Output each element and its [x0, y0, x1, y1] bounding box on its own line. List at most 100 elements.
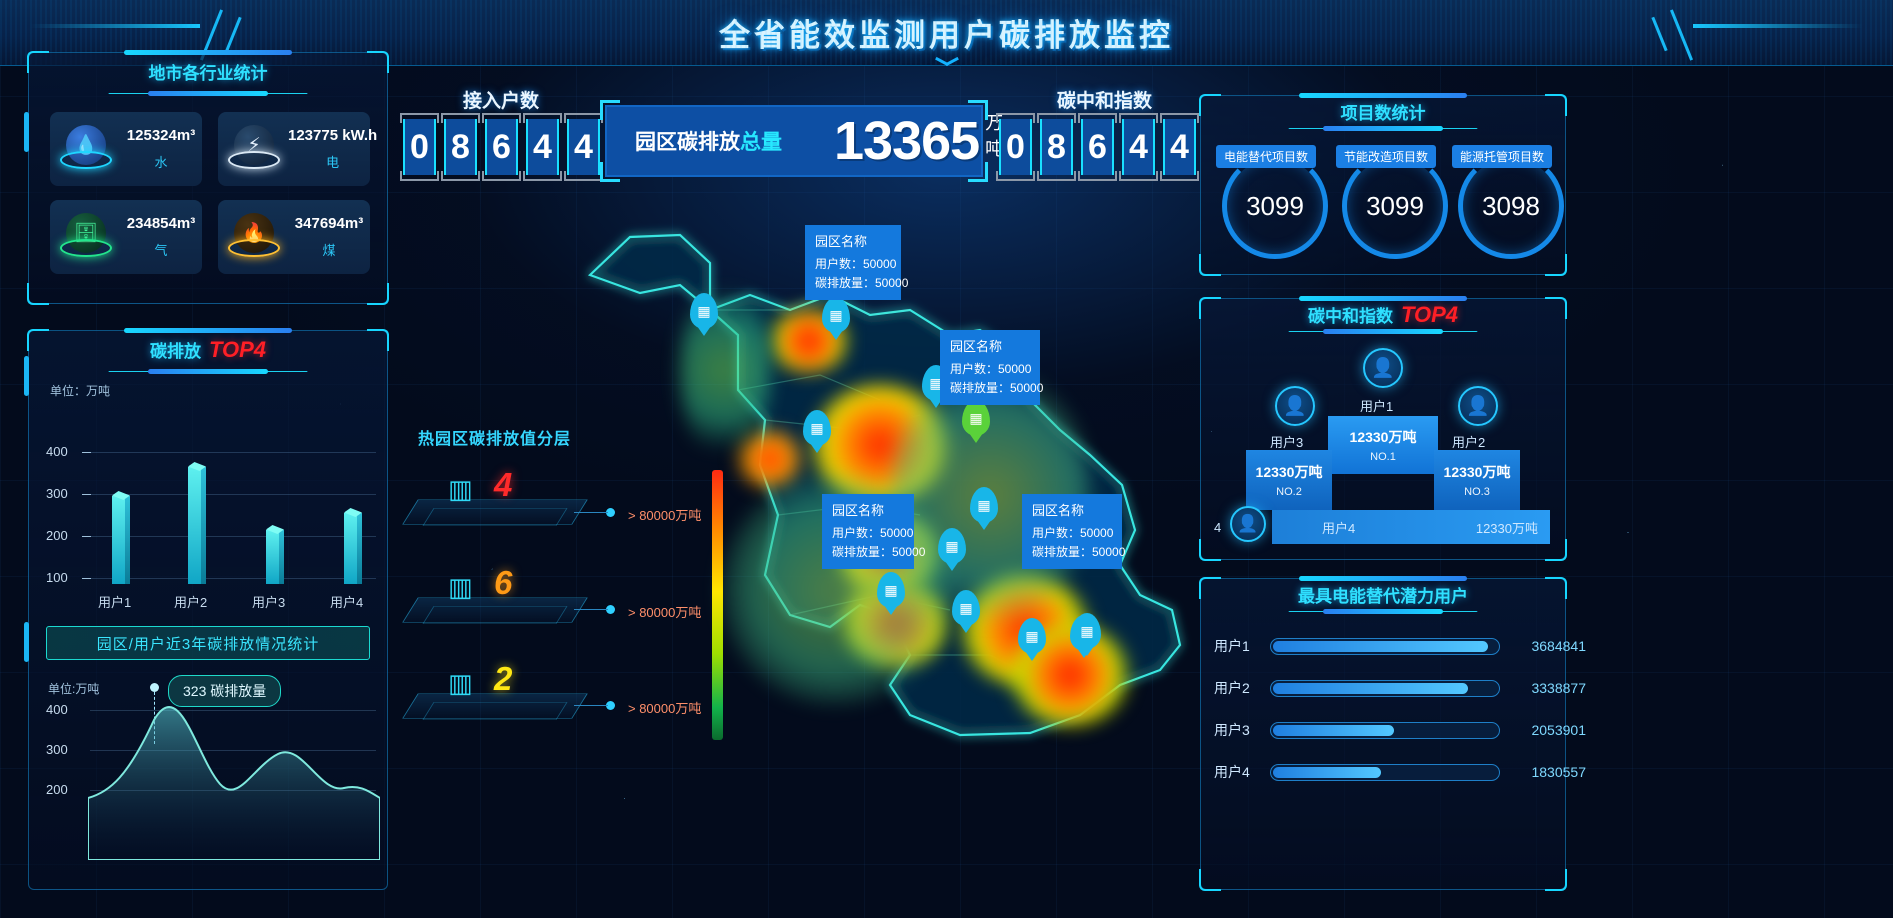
- province-heatmap[interactable]: ▦ ▦ ▦ ▦ ▦ ▦ ▦ ▦ ▦ ▦ ▦ ▦: [560, 215, 1240, 775]
- gridline-400: [90, 452, 376, 453]
- corner-br: [367, 283, 389, 305]
- building-icon: ▥: [448, 474, 473, 504]
- digit: 0: [400, 113, 439, 181]
- avatar[interactable]: 👤: [1230, 506, 1266, 542]
- podium-rank1[interactable]: 12330万吨 NO.1: [1328, 416, 1438, 474]
- bar-user1[interactable]: [112, 491, 130, 584]
- digit: 0: [996, 113, 1035, 181]
- map-marker[interactable]: ▦: [1018, 618, 1046, 654]
- digit: 4: [1160, 113, 1199, 181]
- heat-layer-orange[interactable]: ▥ 6: [402, 564, 588, 634]
- heat-layers-title: 热园区碳排放值分层: [418, 431, 572, 448]
- industry-card-water[interactable]: 💧 125324m³ 水: [50, 112, 202, 186]
- industry-card-electricity[interactable]: ⚡ 123775 kW.h 电: [218, 112, 377, 186]
- building-icon: ▥: [448, 572, 473, 602]
- rank4-row[interactable]: 用户4 12330万吨: [1272, 510, 1550, 544]
- edge-tab: [24, 112, 29, 152]
- layer-connector-line: [574, 705, 608, 706]
- potential-user-value: 3338877: [1531, 680, 1586, 696]
- corner-tr: [367, 329, 389, 351]
- map-info-card[interactable]: 园区名称 用户数：50000 碳排放量：50000: [1022, 494, 1125, 570]
- gauge-label: 能源托管项目数: [1452, 145, 1553, 168]
- gauge-value: 3099: [1366, 190, 1424, 221]
- header-slash-left-1: [199, 8, 254, 61]
- podium-rank3[interactable]: 12330万吨 NO.2: [1246, 450, 1332, 510]
- layer-connector-dot: [606, 701, 615, 710]
- podium-rank2[interactable]: 12330万吨 NO.3: [1434, 450, 1520, 510]
- layer-threshold: > 80000万吨: [628, 605, 702, 620]
- potential-user-bar: [1270, 637, 1500, 655]
- map-card-users: 用户数：50000: [815, 256, 897, 271]
- digit: 4: [1119, 113, 1158, 181]
- avatar[interactable]: 👤: [1275, 386, 1315, 426]
- three-year-stats-button[interactable]: 园区/用户近3年碳排放情况统计: [46, 626, 370, 660]
- podium-name-2: 用户2: [1452, 435, 1486, 450]
- map-info-card[interactable]: 园区名称 用户数：50000 碳排放量：50000: [822, 494, 925, 570]
- bar-user4[interactable]: [344, 508, 362, 584]
- bar-user3[interactable]: [266, 525, 284, 584]
- page-title: 全省能效监测用户碳排放监控: [719, 18, 1174, 53]
- avatar[interactable]: 👤: [1458, 386, 1498, 426]
- bar-user2[interactable]: [188, 462, 206, 584]
- header-slash-right-1: [1639, 8, 1694, 61]
- map-marker[interactable]: ▦: [938, 528, 966, 564]
- corner-tr: [1545, 94, 1567, 116]
- industry-value: 347694m³: [294, 215, 364, 232]
- gauge-label: 节能改造项目数: [1336, 145, 1437, 168]
- total-emission-label: 园区碳排放总量: [635, 126, 782, 156]
- industry-value: 125324m³: [126, 127, 196, 144]
- potential-panel-title: 最具电能替代潜力用户: [1298, 587, 1468, 606]
- chevron-down-icon: [935, 60, 959, 72]
- industry-label: 水: [154, 155, 168, 170]
- gauge-electric-substitution[interactable]: 3099: [1222, 153, 1328, 259]
- gas-canister-icon: 🗄: [58, 209, 114, 265]
- flame-icon: 🔥: [226, 209, 282, 265]
- potential-user-row[interactable]: 用户3 2053901: [1214, 720, 1586, 740]
- potential-user-row[interactable]: 用户1 3684841: [1214, 636, 1586, 656]
- heat-layer-red[interactable]: ▥ 4: [402, 466, 588, 536]
- panel-header: 碳排放 TOP4: [18, 328, 398, 374]
- potential-user-row[interactable]: 用户2 3338877: [1214, 678, 1586, 698]
- potential-user-bar: [1270, 721, 1500, 739]
- podium-name-1: 用户1: [1360, 399, 1394, 414]
- industry-card-gas[interactable]: 🗄 234854m³ 气: [50, 200, 202, 274]
- potential-user-bar: [1270, 763, 1500, 781]
- map-marker[interactable]: ▦: [1073, 613, 1101, 649]
- gauge-energy-saving[interactable]: 3099: [1342, 153, 1448, 259]
- digit: 6: [482, 113, 521, 181]
- tick-400: [82, 452, 91, 453]
- map-marker[interactable]: ▦: [690, 293, 718, 329]
- map-marker[interactable]: ▦: [970, 487, 998, 523]
- project-panel-title: 项目数统计: [1340, 104, 1426, 123]
- digit: 4: [523, 113, 562, 181]
- heat-layer-yellow[interactable]: ▥ 2: [402, 660, 588, 730]
- area-tooltip-dot: [150, 683, 159, 692]
- digit: 8: [441, 113, 480, 181]
- corner-tl: [27, 329, 49, 351]
- map-marker[interactable]: ▦: [803, 410, 831, 446]
- podium-value: 12330万吨: [1443, 464, 1511, 480]
- potential-user-row[interactable]: 用户4 1830557: [1214, 762, 1586, 782]
- map-card-emission: 碳排放量：50000: [815, 275, 909, 290]
- carbon-top4-panel: 碳排放 TOP4 单位：万吨 400 300 200 100 用户1 用户2 用户…: [24, 328, 389, 890]
- water-drop-icon: 💧: [58, 121, 114, 177]
- map-marker[interactable]: ▦: [877, 572, 905, 608]
- map-marker[interactable]: ▦: [962, 400, 990, 436]
- industry-card-coal[interactable]: 🔥 347694m³ 煤: [218, 200, 370, 274]
- access-counter-digits: 0 8 6 4 4: [400, 113, 603, 181]
- corner-tl: [1199, 94, 1221, 116]
- gauge-energy-hosting[interactable]: 3098: [1458, 153, 1564, 259]
- avatar[interactable]: 👤: [1363, 348, 1403, 388]
- layer-connector-dot: [606, 508, 615, 517]
- access-counter-label: 接入户数: [463, 91, 540, 112]
- map-marker[interactable]: ▦: [952, 590, 980, 626]
- industry-value: 123775 kW.h: [288, 127, 378, 144]
- map-info-card[interactable]: 园区名称 用户数：50000 碳排放量：50000: [805, 225, 909, 301]
- potential-user-value: 2053901: [1531, 722, 1586, 738]
- map-info-card[interactable]: 园区名称 用户数：50000 碳排放量：50000: [940, 330, 1043, 406]
- corner-tr: [1545, 577, 1567, 599]
- project-stats-panel: 项目数统计 3099 电能替代项目数 3099 节能改造项目数 3098 能源托…: [1199, 93, 1567, 276]
- industry-label: 煤: [322, 243, 336, 258]
- layer-threshold: > 80000万吨: [628, 508, 702, 523]
- map-marker[interactable]: ▦: [822, 297, 850, 333]
